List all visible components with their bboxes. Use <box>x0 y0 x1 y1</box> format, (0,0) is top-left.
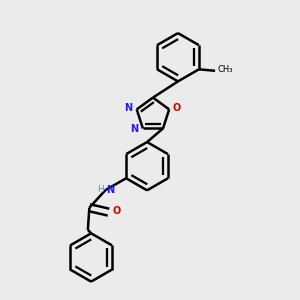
Text: H: H <box>97 185 104 194</box>
Text: N: N <box>124 103 133 113</box>
Text: N: N <box>130 124 139 134</box>
Text: N: N <box>106 185 114 195</box>
Text: O: O <box>172 103 181 113</box>
Text: O: O <box>112 206 120 216</box>
Text: CH₃: CH₃ <box>218 65 233 74</box>
